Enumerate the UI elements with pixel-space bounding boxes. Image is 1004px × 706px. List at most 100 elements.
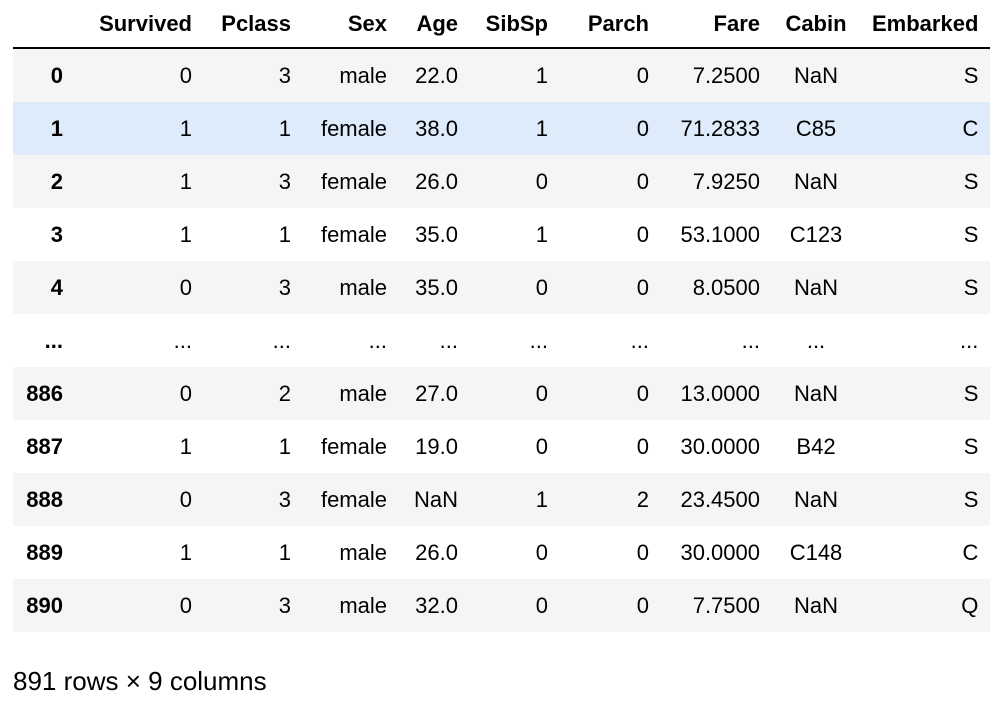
table-cell: 13.0000: [680, 381, 760, 406]
dataframe-table: Survived Pclass Sex Age SibSp Parch Fare…: [13, 0, 991, 632]
table-cell: ...: [439, 328, 458, 353]
table-cell: C: [962, 116, 979, 141]
table-cell: male: [339, 540, 387, 565]
row-index: 3: [50, 222, 63, 247]
table-cell: NaN: [793, 593, 838, 618]
table-cell: 1: [179, 540, 192, 565]
row-index: 0: [50, 63, 63, 88]
index-header: [13, 0, 75, 49]
row-index: 886: [26, 381, 63, 406]
row-index: 889: [26, 540, 63, 565]
table-cell: 0: [636, 593, 649, 618]
table-cell: ...: [272, 328, 291, 353]
table-cell: S: [963, 381, 979, 406]
table-cell: C148: [789, 540, 843, 565]
table-cell: 1: [179, 116, 192, 141]
table-cell: 30.0000: [680, 434, 760, 459]
table-cell: 27.0: [415, 381, 458, 406]
table-cell: 0: [535, 540, 548, 565]
table-cell: S: [963, 434, 979, 459]
table-cell: C: [962, 540, 979, 565]
table-row[interactable]: 4 0 3 male 35.0 0 0 8.0500 NaN S: [13, 261, 991, 314]
table-row[interactable]: 0 0 3 male 22.0 1 0 7.2500 NaN S: [13, 48, 991, 102]
column-header-survived: Survived: [75, 0, 204, 49]
column-header-sibsp: SibSp: [470, 0, 560, 49]
table-cell: 0: [636, 222, 649, 247]
table-cell: 3: [278, 275, 291, 300]
table-cell: 0: [179, 381, 192, 406]
table-cell: 0: [179, 487, 192, 512]
table-cell: 0: [636, 63, 649, 88]
header-row: Survived Pclass Sex Age SibSp Parch Fare…: [13, 0, 991, 49]
table-cell: 7.7500: [692, 593, 760, 618]
table-cell: 0: [636, 275, 649, 300]
table-cell: male: [339, 63, 387, 88]
table-row[interactable]: 1 1 1 female 38.0 1 0 71.2833 C85 C: [13, 102, 991, 155]
table-cell: NaN: [793, 275, 838, 300]
table-row[interactable]: 887 1 1 female 19.0 0 0 30.0000 B42 S: [13, 420, 991, 473]
table-cell: NaN: [793, 381, 838, 406]
table-cell: 0: [179, 275, 192, 300]
row-index: 1: [50, 116, 63, 141]
table-cell: Q: [961, 593, 979, 618]
table-cell: 1: [278, 222, 291, 247]
column-header-embarked: Embarked: [860, 0, 991, 49]
table-cell: 53.1000: [680, 222, 760, 247]
table-cell: 35.0: [415, 222, 458, 247]
table-cell: 1: [179, 222, 192, 247]
table-cell: 1: [278, 434, 291, 459]
table-cell: 0: [535, 434, 548, 459]
table-row[interactable]: 886 0 2 male 27.0 0 0 13.0000 NaN S: [13, 367, 991, 420]
table-body: 0 0 3 male 22.0 1 0 7.2500 NaN S 1 1 1 female 38.0 1 0 71…: [13, 48, 991, 632]
table-cell: 3: [278, 63, 291, 88]
table-cell: 0: [179, 593, 192, 618]
table-cell: S: [963, 169, 979, 194]
table-cell: 7.2500: [692, 63, 760, 88]
table-cell: 0: [535, 593, 548, 618]
table-cell: 19.0: [415, 434, 458, 459]
table-cell: 0: [535, 381, 548, 406]
table-row[interactable]: 889 1 1 male 26.0 0 0 30.0000 C148 C: [13, 526, 991, 579]
table-cell: NaN: [793, 487, 838, 512]
column-header-sex: Sex: [303, 0, 399, 49]
table-cell: B42: [796, 434, 836, 459]
table-cell: S: [963, 487, 979, 512]
table-cell: 0: [636, 116, 649, 141]
table-cell: male: [339, 593, 387, 618]
table-cell: female: [320, 169, 387, 194]
table-cell: female: [320, 487, 387, 512]
table-cell: 1: [535, 63, 548, 88]
table-cell: 2: [636, 487, 649, 512]
table-cell: 22.0: [415, 63, 458, 88]
table-cell: 32.0: [415, 593, 458, 618]
column-header-cabin: Cabin: [772, 0, 860, 49]
table-cell: 23.4500: [680, 487, 760, 512]
row-index: 887: [26, 434, 63, 459]
table-cell: female: [320, 222, 387, 247]
table-cell: male: [339, 275, 387, 300]
table-row[interactable]: 2 1 3 female 26.0 0 0 7.9250 NaN S: [13, 155, 991, 208]
table-row[interactable]: 888 0 3 female NaN 1 2 23.4500 NaN S: [13, 473, 991, 526]
table-cell: 26.0: [415, 540, 458, 565]
table-cell: ...: [741, 328, 760, 353]
table-row[interactable]: 3 1 1 female 35.0 1 0 53.1000 C123 S: [13, 208, 991, 261]
column-header-parch: Parch: [560, 0, 661, 49]
table-cell: NaN: [793, 63, 838, 88]
table-row[interactable]: 890 0 3 male 32.0 0 0 7.7500 NaN Q: [13, 579, 991, 632]
column-header-age: Age: [399, 0, 470, 49]
table-cell: 71.2833: [680, 116, 760, 141]
table-cell: C123: [789, 222, 843, 247]
table-cell: 1: [535, 487, 548, 512]
table-cell: 1: [179, 169, 192, 194]
table-cell: C85: [795, 116, 837, 141]
table-cell: NaN: [793, 169, 838, 194]
table-cell: 0: [636, 434, 649, 459]
table-cell: 3: [278, 169, 291, 194]
table-cell: S: [963, 222, 979, 247]
table-cell: 35.0: [415, 275, 458, 300]
table-cell: NaN: [413, 487, 458, 512]
table-row[interactable]: ..............................: [13, 314, 991, 367]
table-cell: 1: [278, 540, 291, 565]
table-cell: ...: [806, 328, 826, 353]
table-cell: 3: [278, 593, 291, 618]
